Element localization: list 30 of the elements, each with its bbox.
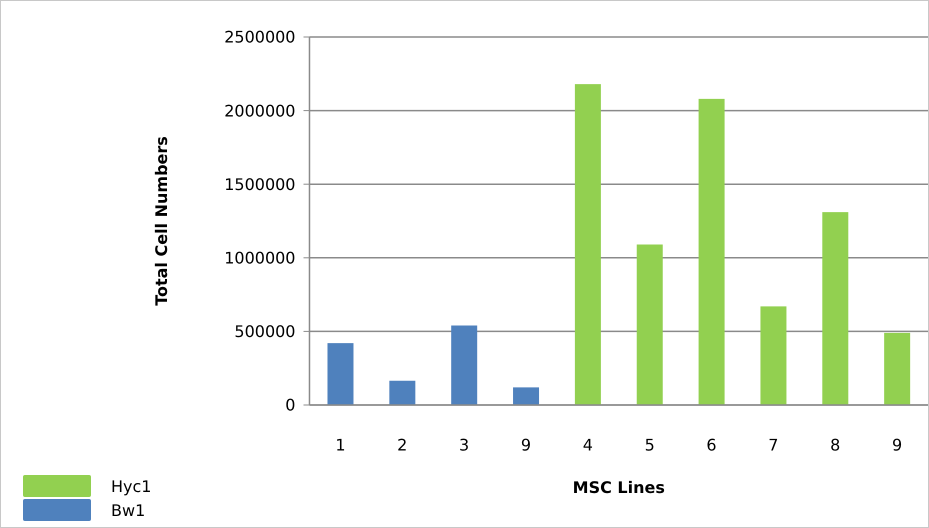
- x-tick-label: 8: [830, 435, 840, 454]
- bar: [884, 332, 910, 405]
- legend-label: Bw1: [111, 500, 146, 520]
- y-tick-label: 2000000: [224, 101, 296, 120]
- y-tick-label: 2500000: [224, 28, 296, 47]
- x-tick-label: 4: [582, 435, 593, 454]
- x-tick-label: 2: [397, 435, 408, 454]
- x-tick-label: 7: [768, 435, 778, 454]
- x-tick-label: 9: [892, 435, 902, 454]
- y-tick-label: 0: [285, 396, 296, 415]
- bar: [451, 326, 478, 405]
- y-tick-label: 1000000: [224, 248, 296, 268]
- x-tick-label: 3: [459, 435, 470, 454]
- bar: [698, 98, 725, 405]
- bar: [760, 306, 786, 405]
- bar: [513, 387, 540, 405]
- legend-label: Hyc1: [111, 476, 152, 496]
- x-tick-label: 1: [335, 435, 346, 454]
- x-tick-label: 5: [644, 435, 655, 454]
- x-tick-label: 9: [520, 435, 532, 454]
- y-tick-label: 500000: [234, 322, 296, 342]
- y-axis-title: Total Cell Numbers: [152, 136, 172, 306]
- bar: [327, 343, 354, 405]
- bar: [636, 244, 663, 405]
- y-tick-label: 1500000: [224, 174, 296, 194]
- x-tick-label: 6: [706, 435, 717, 454]
- bar: [389, 380, 416, 405]
- bar: [822, 212, 848, 405]
- x-axis-title: MSC Lines: [572, 478, 665, 497]
- bar: [574, 84, 601, 405]
